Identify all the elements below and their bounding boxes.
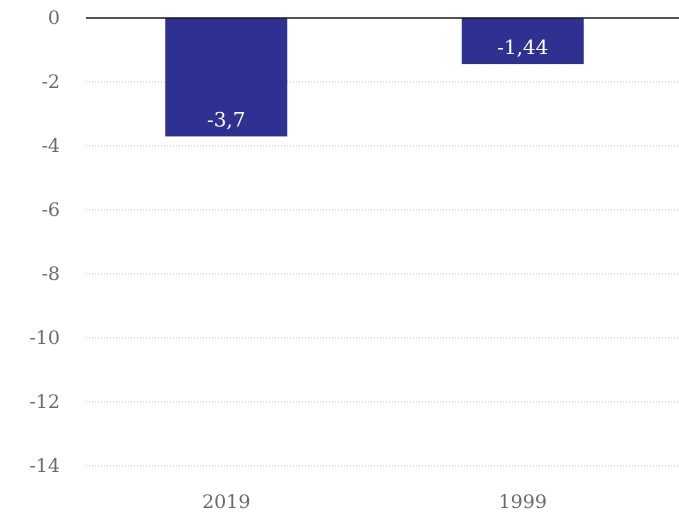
y-tick-label: -2 xyxy=(41,71,60,93)
bar-2019 xyxy=(165,18,288,137)
data-label: -1,44 xyxy=(497,35,548,59)
x-tick-label: 2019 xyxy=(202,491,250,513)
data-label: -3,7 xyxy=(207,107,246,131)
y-tick-label: -14 xyxy=(29,455,60,477)
bar-1999 xyxy=(461,18,584,65)
bars xyxy=(165,18,584,137)
gridlines xyxy=(86,81,679,467)
y-tick-label: -6 xyxy=(41,199,60,221)
y-tick-label: -10 xyxy=(29,327,60,349)
x-tick-label: 1999 xyxy=(499,491,547,513)
y-tick-label: -12 xyxy=(29,391,60,413)
y-tick-label: -8 xyxy=(41,263,60,285)
y-tick-label: -4 xyxy=(41,135,60,157)
y-tick-label: 0 xyxy=(48,7,60,29)
labels: 0 -2 -4 -6 -8 -10 -12 -14 -3,7 2019 -1,44 1999 xyxy=(29,7,548,513)
